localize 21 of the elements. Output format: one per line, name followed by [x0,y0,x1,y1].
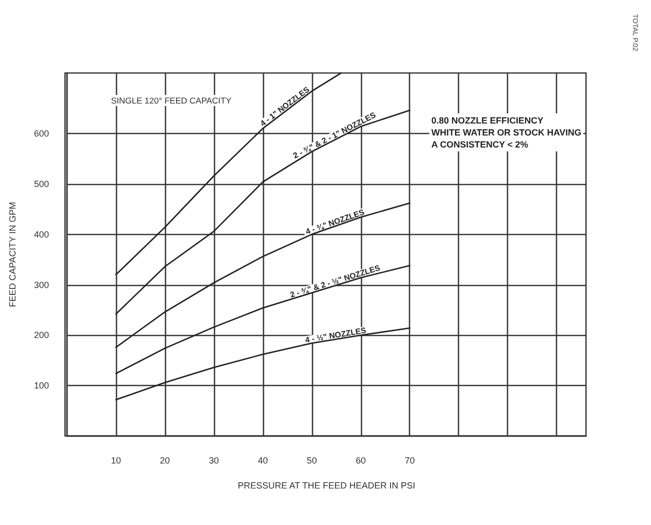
x-tick-label: 20 [160,456,170,466]
line-series [115,264,410,374]
y-tick-label: 600 [34,128,49,138]
annotation: 0.80 NOZZLE EFFICIENCY WHITE WATER OR STOCK HAVING A CONSISTENCY < 2% [431,115,582,150]
x-tick-label: 70 [404,456,415,466]
y-axis-title: FEED CAPACITY IN GPM [8,202,18,308]
x-tick-label: 50 [306,456,317,466]
x-tick-label: 10 [110,456,121,466]
y-tick-label: 400 [34,229,49,240]
x-axis-title: PRESSURE AT THE FEED HEADER IN PSI [238,480,416,490]
x-tick-label: 30 [208,456,219,466]
y-tick-label: 500 [34,178,49,189]
line-series [115,327,410,400]
y-tick-label: 200 [34,330,49,340]
y-tick-label: 100 [34,380,49,391]
x-tick-label: 40 [258,456,268,466]
text: SINGLE 120° FEED CAPACITY [111,96,232,106]
y-tick-label: 300 [34,280,49,290]
x-tick-label: 60 [356,456,366,466]
text: 4 - ½" NOZZLES [304,326,368,345]
line-series [115,202,410,348]
